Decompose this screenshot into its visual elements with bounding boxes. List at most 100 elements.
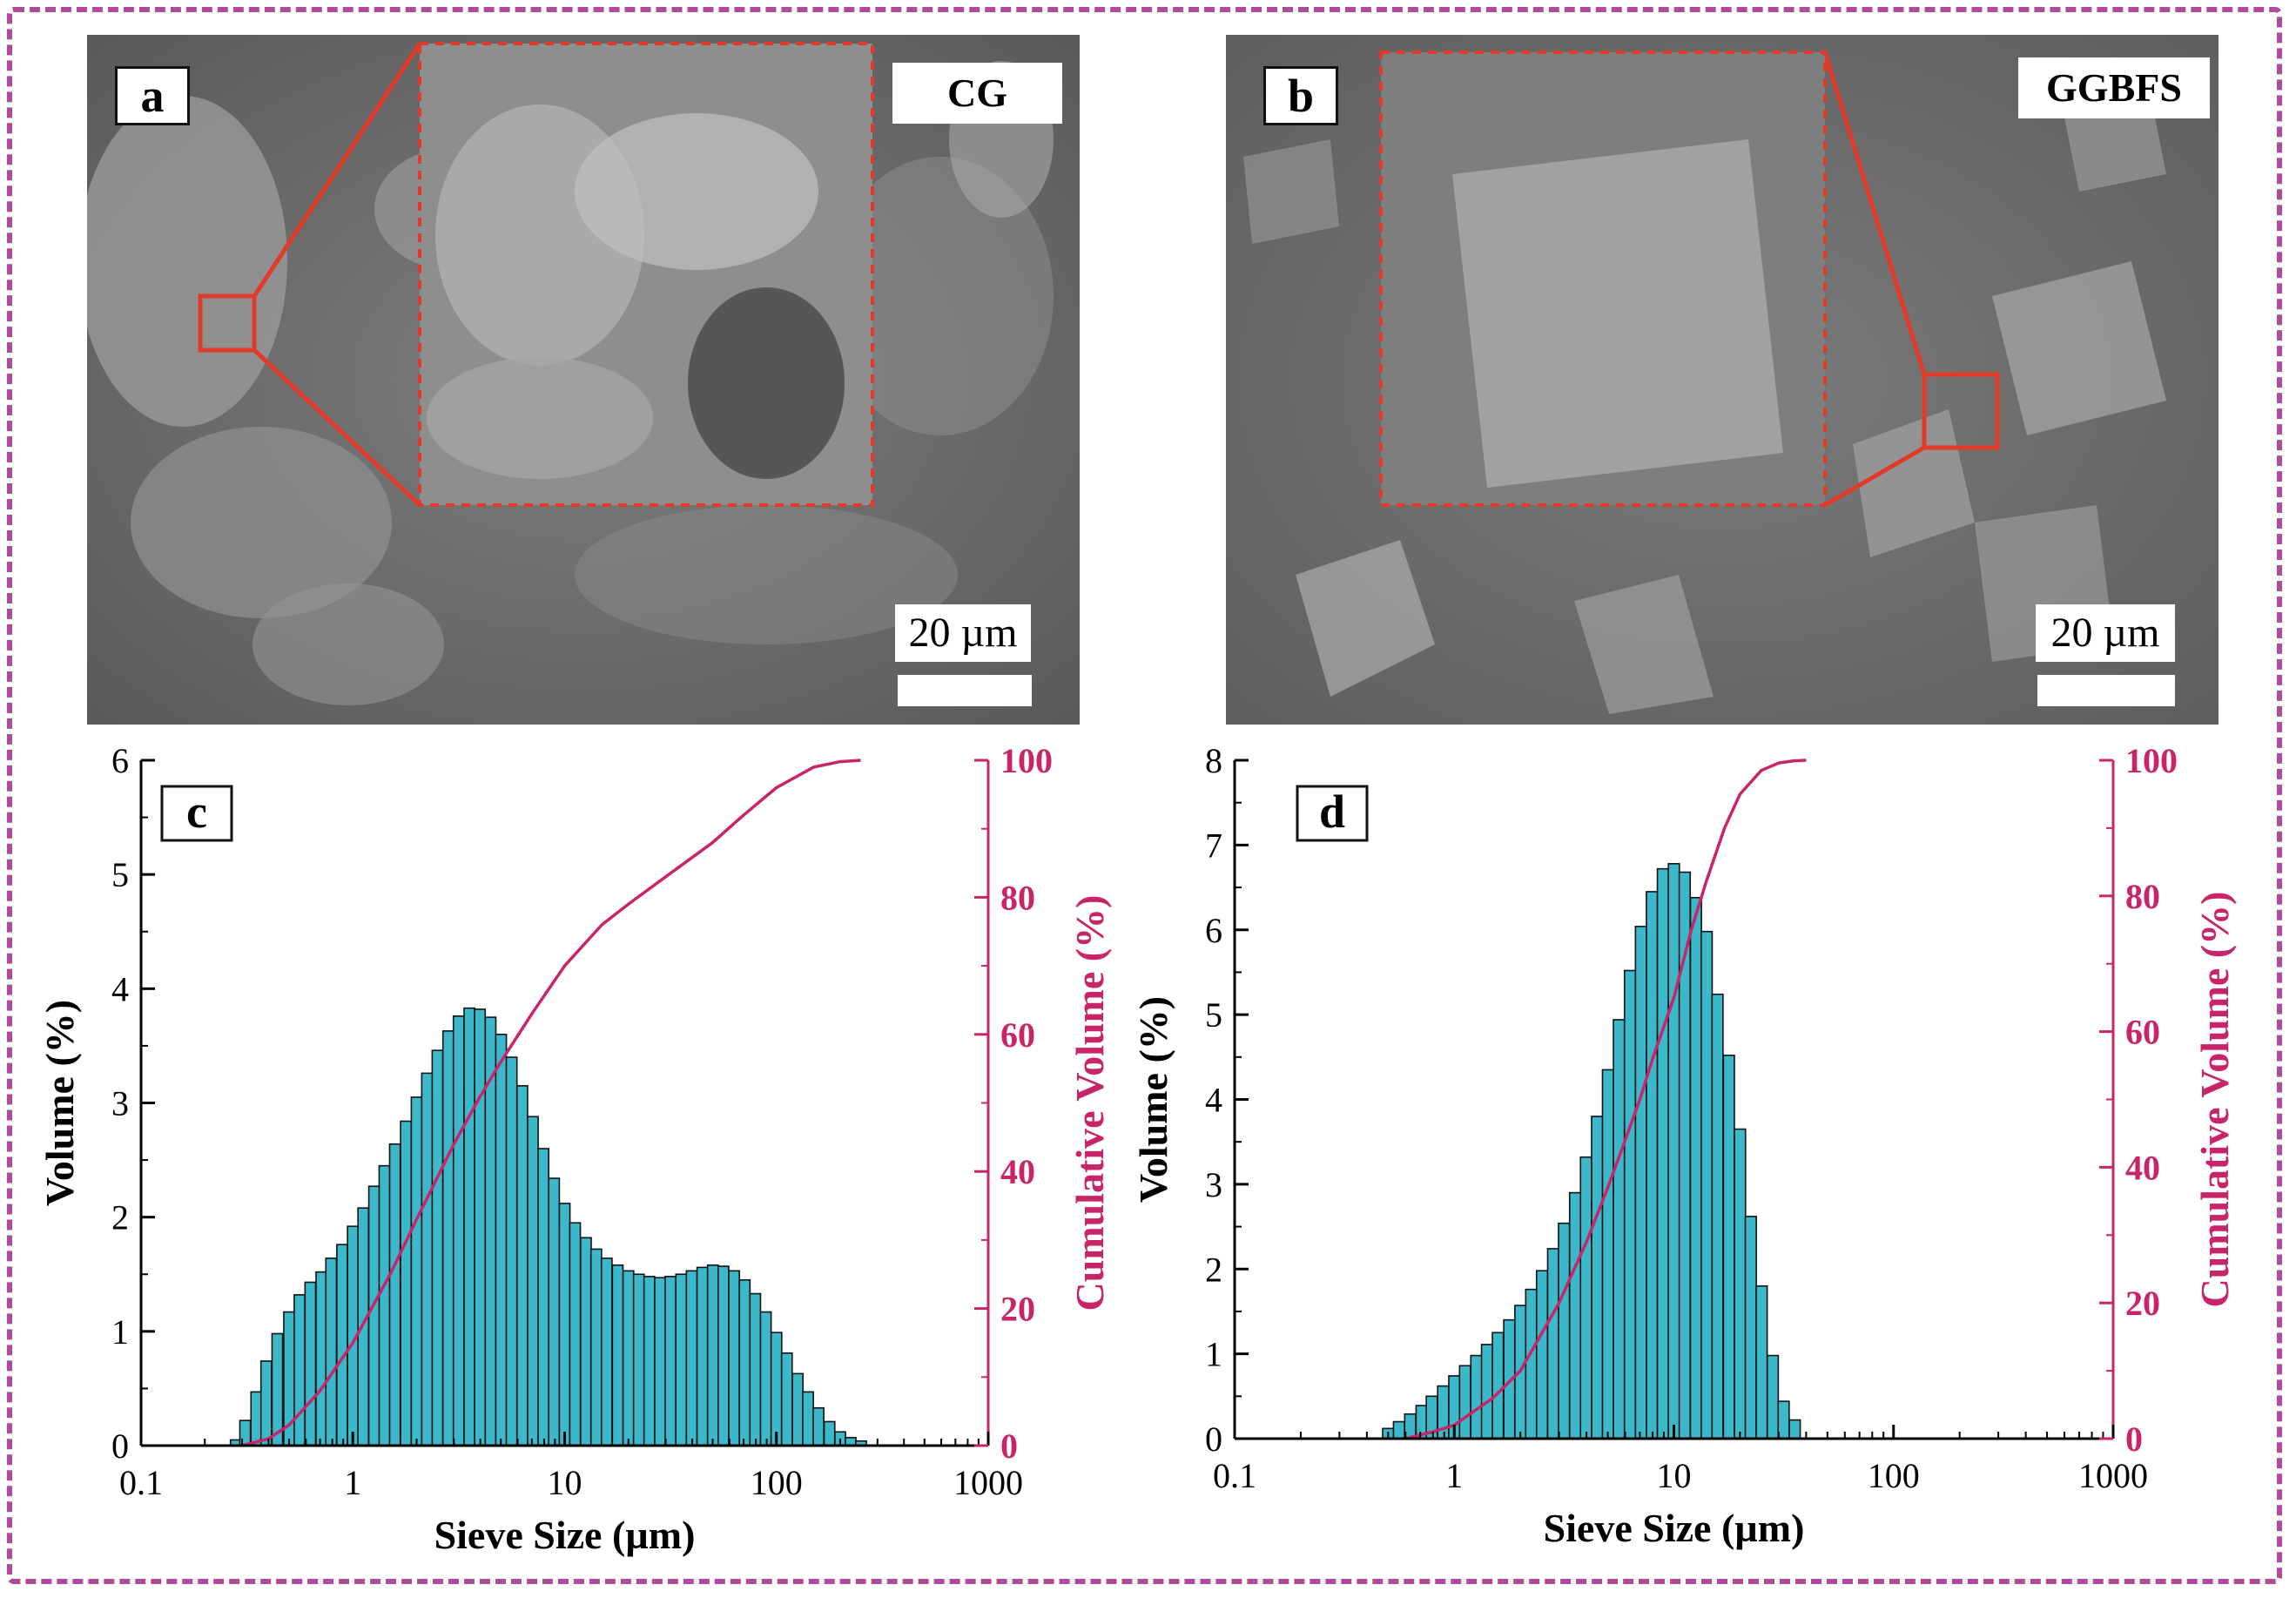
y2-axis-title: Cumulative Volume (%): [1067, 895, 1112, 1311]
bar: [1579, 1156, 1592, 1440]
bar: [548, 1177, 561, 1446]
sem-texture-a: [87, 35, 1080, 725]
y2-tick-label: 0: [1000, 1426, 1018, 1466]
bar: [791, 1372, 805, 1446]
bar: [675, 1273, 688, 1446]
bar: [1546, 1248, 1559, 1440]
bar: [654, 1277, 666, 1446]
y-tick-label: 6: [111, 741, 129, 780]
bar: [378, 1164, 391, 1446]
bar: [1755, 1284, 1768, 1440]
bar: [569, 1222, 582, 1446]
x-tick-label: 1000: [953, 1463, 1023, 1502]
bar: [1700, 930, 1714, 1440]
panel-label-c: c: [186, 786, 207, 838]
bar: [505, 1056, 518, 1446]
bar: [1591, 1116, 1604, 1440]
bar: [1734, 1128, 1747, 1440]
bar: [452, 1015, 465, 1446]
bar: [1634, 926, 1647, 1440]
scale-label-a: 20 µm: [895, 604, 1031, 662]
scale-label-b: 20 µm: [2036, 604, 2175, 662]
bar: [336, 1244, 348, 1446]
bar: [1525, 1288, 1538, 1440]
bar: [293, 1294, 306, 1446]
bar: [325, 1257, 338, 1446]
bar: [589, 1248, 603, 1446]
bar: [495, 1034, 508, 1446]
bar: [696, 1266, 709, 1446]
cumulative-line: [241, 759, 861, 1447]
bar: [802, 1391, 814, 1446]
bar: [537, 1148, 550, 1446]
y-tick-label: 3: [1205, 1165, 1222, 1204]
bar: [1667, 862, 1680, 1440]
bar: [315, 1271, 327, 1446]
bar: [1646, 891, 1659, 1440]
bar: [1788, 1419, 1801, 1440]
scale-bar-a: [898, 675, 1032, 706]
bar: [1392, 1420, 1405, 1440]
panel-label-box-d: [1296, 785, 1369, 842]
bar-series-d: [1382, 862, 1801, 1440]
y-tick-label: 0: [1205, 1419, 1222, 1459]
y2-tick-label: 40: [1000, 1152, 1035, 1191]
scale-bar-b: [2037, 675, 2175, 706]
bar: [812, 1406, 825, 1446]
bar: [388, 1143, 401, 1446]
x-tick-label: 1000: [2078, 1456, 2148, 1495]
x-tick-label: 1: [1445, 1456, 1463, 1495]
y2-tick-label: 80: [1000, 878, 1035, 917]
y-tick-label: 3: [111, 1084, 129, 1123]
bar: [400, 1120, 413, 1446]
y-tick-label: 4: [1205, 1081, 1222, 1120]
y2-tick-label: 20: [1000, 1290, 1035, 1329]
panel-label-d: d: [1319, 786, 1345, 838]
y-tick-label: 5: [1205, 995, 1222, 1035]
y-tick-label: 6: [1205, 911, 1222, 950]
y-axis-title: Volume (%): [37, 1000, 82, 1206]
bar: [558, 1203, 571, 1446]
bar: [685, 1270, 698, 1446]
y2-tick-label: 80: [2125, 877, 2160, 916]
y-tick-label: 5: [111, 855, 129, 894]
bar: [421, 1072, 434, 1446]
bar: [1722, 1055, 1735, 1440]
bar: [749, 1292, 762, 1446]
bar: [304, 1281, 317, 1446]
bar: [1656, 867, 1669, 1440]
panel-label-a: a: [115, 66, 190, 125]
y-tick-label: 0: [111, 1426, 129, 1466]
bar: [643, 1276, 656, 1446]
bar: [600, 1257, 613, 1446]
zoom-inset-box-a: [418, 42, 874, 507]
bar: [1480, 1344, 1493, 1440]
x-tick-label: 0.1: [119, 1463, 163, 1502]
y2-tick-label: 100: [2125, 741, 2178, 780]
bar: [515, 1085, 529, 1446]
bar: [1535, 1270, 1549, 1440]
bar: [1689, 896, 1702, 1440]
x-tick-label: 10: [548, 1463, 582, 1502]
bar: [431, 1049, 444, 1446]
y2-tick-label: 60: [2125, 1013, 2160, 1052]
x-tick-label: 0.1: [1213, 1456, 1256, 1495]
y-tick-label: 2: [1205, 1250, 1222, 1289]
sample-label-cg: CG: [892, 63, 1062, 124]
bar: [463, 1007, 475, 1446]
bar: [1623, 969, 1637, 1440]
bar: [664, 1276, 677, 1446]
bar: [717, 1265, 730, 1446]
y-tick-label: 7: [1205, 826, 1222, 865]
bar: [823, 1420, 836, 1446]
x-axis-title: Sieve Size (µm): [1544, 1506, 1805, 1550]
bar: [1766, 1354, 1780, 1440]
bar: [1601, 1069, 1614, 1440]
bar: [1470, 1354, 1483, 1440]
bar: [632, 1273, 645, 1446]
bar: [1458, 1365, 1471, 1440]
y2-axis-title: Cumulative Volume (%): [2192, 892, 2237, 1308]
